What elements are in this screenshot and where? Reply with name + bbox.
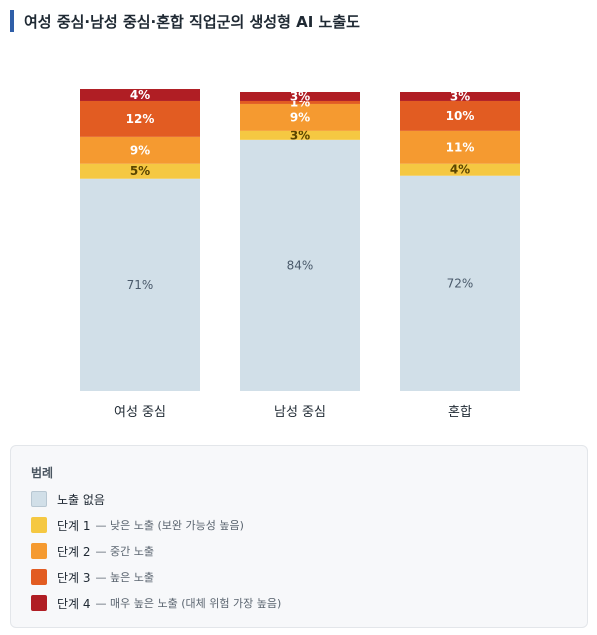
chart-title-block: 여성 중심·남성 중심·혼합 직업군의 생성형 AI 노출도	[10, 10, 360, 32]
legend-item-level-3: 단계 3 — 높은 노출	[31, 568, 154, 586]
bar-segment	[240, 139, 360, 391]
data-label: 4%	[130, 88, 150, 102]
data-label: 10%	[446, 109, 475, 123]
legend-label: 단계 2	[57, 544, 91, 559]
data-label: 11%	[446, 140, 475, 154]
bar-segment	[80, 89, 200, 101]
title-accent-bar	[10, 10, 14, 32]
chart-title: 여성 중심·남성 중심·혼합 직업군의 생성형 AI 노출도	[24, 12, 360, 31]
legend-label: 단계 1	[57, 518, 91, 533]
bar-segment	[240, 130, 360, 140]
bar-segment	[400, 163, 520, 176]
legend-label: 단계 4	[57, 596, 91, 611]
legend-swatch-level-2	[31, 543, 47, 559]
data-label: 12%	[126, 112, 155, 126]
data-label: 71%	[127, 278, 154, 292]
data-label: 5%	[130, 164, 150, 178]
data-label: 72%	[447, 276, 474, 290]
bar-group: 72% 4% 11% 10% 3%	[400, 89, 520, 391]
bar-segment	[400, 92, 520, 101]
legend-desc: — 낮은 노출 (보완 가능성 높음)	[95, 519, 244, 532]
legend-desc: — 높은 노출	[95, 571, 155, 584]
bar-segment	[400, 130, 520, 164]
bar-group: 84%3%9%1%3%	[240, 89, 360, 391]
category-label: 여성 중심	[114, 405, 166, 420]
bar-segment	[240, 103, 360, 131]
data-label: 4%	[450, 163, 470, 177]
legend-swatch-level-3	[31, 569, 47, 585]
legend-item-level-1: 단계 1 — 낮은 노출 (보완 가능성 높음)	[31, 516, 244, 534]
bar-segment	[80, 163, 200, 179]
legend-heading: 범례	[31, 466, 54, 480]
legend-swatch-level-4	[31, 595, 47, 611]
data-label: 84%	[287, 258, 314, 272]
bar-segment	[240, 92, 360, 101]
legend-desc: — 매우 높은 노출 (대체 위험 가장 높음)	[95, 597, 282, 610]
data-label: 3%	[290, 128, 310, 142]
bar-segment	[400, 100, 520, 131]
legend-item-level-4: 단계 4 — 매우 높은 노출 (대체 위험 가장 높음)	[31, 594, 281, 612]
data-label: 9%	[130, 143, 150, 157]
bar-group: 71% 5% 9% 12% 4%	[80, 88, 200, 391]
bar-segment	[80, 100, 200, 137]
bar-segment	[240, 100, 360, 104]
data-label: 3%	[450, 89, 470, 103]
bar-segment	[80, 136, 200, 164]
bar-segment	[400, 175, 520, 391]
data-label: 9%	[290, 110, 310, 124]
category-label: 혼합	[448, 405, 472, 420]
legend-item-no-exposure: 노출 없음	[31, 490, 110, 508]
legend-label: 노출 없음	[57, 492, 105, 507]
legend-item-level-2: 단계 2 — 중간 노출	[31, 542, 154, 560]
bar-segment	[80, 178, 200, 391]
category-label: 남성 중심	[274, 405, 326, 420]
legend-desc: — 중간 노출	[95, 545, 155, 558]
legend: 범례 노출 없음 단계 1 — 낮은 노출 (보완 가능성 높음) 단계 2 —…	[10, 445, 588, 628]
legend-swatch-no-exposure	[31, 491, 47, 507]
legend-label: 단계 3	[57, 570, 91, 585]
legend-swatch-level-1	[31, 517, 47, 533]
data-label: 3%	[290, 89, 310, 103]
